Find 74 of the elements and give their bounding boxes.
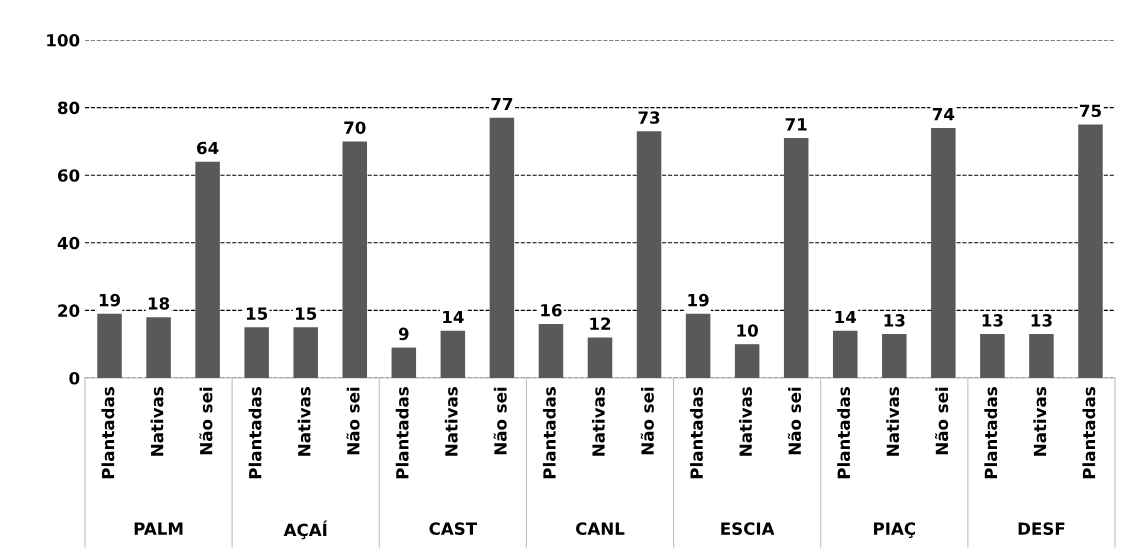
x-tick-label: Plantadas bbox=[101, 387, 115, 479]
data-label: 15 bbox=[246, 307, 268, 320]
bar bbox=[244, 327, 269, 378]
bar bbox=[636, 131, 662, 378]
x-tick-label: Nativas bbox=[150, 387, 164, 456]
data-label: 9 bbox=[398, 327, 409, 341]
data-label: 77 bbox=[491, 97, 513, 111]
x-tick-label: Nativas bbox=[739, 387, 752, 456]
text: CANL bbox=[575, 522, 625, 535]
bar bbox=[882, 334, 907, 378]
x-tick-label: Não sei bbox=[934, 387, 949, 455]
x-tick-label: Plantadas bbox=[1082, 387, 1096, 479]
data-label: 64 bbox=[197, 141, 219, 155]
text: AÇAÍ bbox=[283, 520, 328, 540]
text: CAST bbox=[429, 522, 478, 535]
bar bbox=[832, 330, 858, 378]
x-tick-label: Nativas bbox=[444, 387, 458, 456]
text: PIAÇ bbox=[874, 522, 915, 538]
x-tick-label: Não sei bbox=[493, 387, 507, 455]
x-tick-label: Plantadas bbox=[984, 387, 998, 479]
data-label: 15 bbox=[296, 307, 317, 320]
bar bbox=[146, 317, 171, 378]
y-tick-label: 60 bbox=[57, 169, 80, 182]
data-label: 73 bbox=[638, 111, 660, 124]
data-label: 71 bbox=[785, 118, 807, 131]
bar bbox=[734, 344, 760, 378]
data-label: 14 bbox=[443, 310, 464, 324]
x-tick-label: Nativas bbox=[591, 387, 605, 456]
x-tick-label: Plantadas bbox=[837, 387, 851, 479]
y-tick-label: 40 bbox=[57, 236, 80, 250]
x-tick-label: Nativas bbox=[1033, 387, 1047, 456]
data-label: 19 bbox=[688, 293, 709, 307]
y-tick-label: 20 bbox=[58, 304, 80, 317]
x-tick-label: Não sei bbox=[787, 387, 802, 455]
bar bbox=[587, 337, 613, 378]
bar bbox=[1078, 124, 1103, 378]
data-label: 12 bbox=[590, 317, 611, 330]
text: DESF bbox=[1018, 522, 1065, 535]
bar bbox=[538, 323, 564, 378]
text: ESCIA bbox=[721, 522, 775, 535]
data-label: 18 bbox=[148, 297, 170, 310]
bar bbox=[1029, 334, 1054, 378]
bar bbox=[195, 161, 220, 378]
bar bbox=[980, 334, 1005, 378]
y-tick-label: 100 bbox=[47, 33, 80, 47]
bar bbox=[931, 127, 956, 378]
x-tick-label: Não sei bbox=[199, 387, 213, 455]
data-label: 16 bbox=[541, 303, 562, 317]
data-label: 14 bbox=[835, 310, 857, 324]
data-label: 10 bbox=[737, 324, 758, 337]
x-tick-label: Nativas bbox=[297, 387, 311, 456]
data-label: 13 bbox=[982, 314, 1003, 327]
y-tick-label: 80 bbox=[57, 101, 80, 115]
bar bbox=[391, 347, 417, 378]
x-tick-label: Não sei bbox=[640, 387, 654, 455]
x-tick-label: Não sei bbox=[346, 387, 360, 455]
x-tick-label: Nativas bbox=[886, 387, 900, 456]
bar bbox=[440, 330, 466, 378]
data-label: 13 bbox=[884, 314, 905, 327]
x-tick-label: Plantadas bbox=[395, 387, 409, 479]
bar bbox=[293, 327, 318, 378]
x-tick-label: Plantadas bbox=[542, 387, 556, 479]
data-label: 74 bbox=[932, 108, 955, 121]
bar bbox=[783, 138, 809, 378]
data-label: 13 bbox=[1031, 314, 1052, 327]
x-tick-label: Plantadas bbox=[690, 387, 703, 479]
text: PALM bbox=[134, 522, 183, 535]
data-label: 75 bbox=[1079, 104, 1101, 118]
y-tick-label: 0 bbox=[69, 371, 80, 385]
data-label: 19 bbox=[99, 293, 121, 307]
x-tick-label: Plantadas bbox=[248, 387, 262, 479]
bar bbox=[489, 117, 515, 378]
data-label: 70 bbox=[344, 121, 366, 134]
bar bbox=[342, 141, 368, 378]
